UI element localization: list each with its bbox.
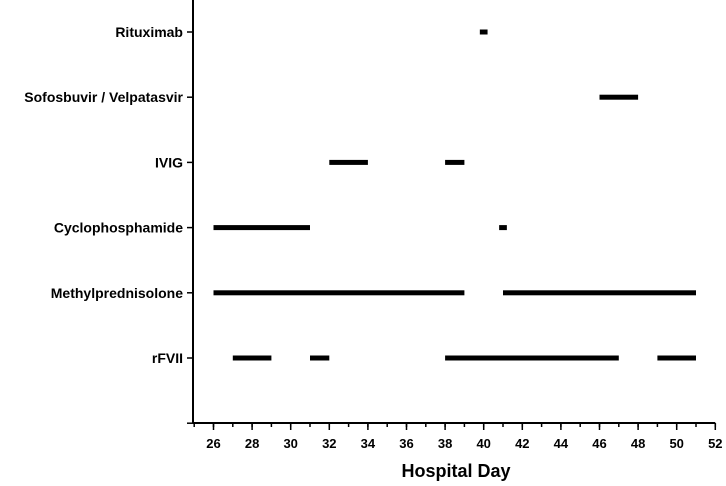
y-category-label: Methylprednisolone xyxy=(51,285,183,301)
y-category-label: IVIG xyxy=(155,154,183,170)
timeline-bar xyxy=(213,290,465,296)
axes: 26 28 30 32 34 36 38 40 42 44 46 48 50 52 xyxy=(187,0,723,451)
x-tick-label: 48 xyxy=(631,436,645,451)
y-category-label: Rituximab xyxy=(115,24,183,40)
timeline-bar xyxy=(599,94,639,100)
timeline-bar xyxy=(232,355,272,361)
timeline-bar xyxy=(213,225,310,231)
y-category-label: Sofosbuvir / Velpatasvir xyxy=(24,89,183,105)
x-tick-label: 32 xyxy=(322,436,336,451)
y-axis-labels: Rituximab Sofosbuvir / Velpatasvir IVIG Cyc… xyxy=(24,24,183,366)
timeline-bar xyxy=(499,225,507,231)
timeline-bar xyxy=(310,355,330,361)
x-tick-label: 46 xyxy=(592,436,606,451)
timeline-bar xyxy=(479,29,488,35)
x-tick-label: 28 xyxy=(245,436,259,451)
timeline-bar xyxy=(657,355,696,361)
x-tick-label: 50 xyxy=(669,436,683,451)
x-axis-title: Hospital Day xyxy=(401,461,510,481)
x-tick-label: 44 xyxy=(554,436,569,451)
x-tick-label: 26 xyxy=(206,436,220,451)
x-tick-label: 34 xyxy=(361,436,376,451)
x-tick-label: 40 xyxy=(476,436,490,451)
x-tick-label: 38 xyxy=(438,436,452,451)
x-tick-label: 52 xyxy=(708,436,722,451)
timeline-bar xyxy=(445,355,619,361)
x-tick-label: 42 xyxy=(515,436,529,451)
y-category-label: rFVII xyxy=(152,350,183,366)
x-tick-label: 30 xyxy=(283,436,297,451)
bars xyxy=(213,29,696,361)
y-category-label: Cyclophosphamide xyxy=(54,220,183,236)
timeline-bar xyxy=(503,290,696,296)
x-tick-label: 36 xyxy=(399,436,413,451)
timeline-bar xyxy=(329,159,368,165)
timeline-bar xyxy=(445,159,465,165)
